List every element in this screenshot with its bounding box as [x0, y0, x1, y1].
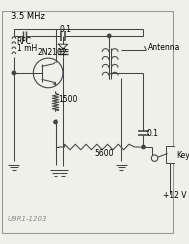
Text: +12 V: +12 V [163, 191, 186, 200]
Text: 0.1: 0.1 [146, 129, 158, 138]
Circle shape [142, 145, 145, 149]
Text: 5600: 5600 [94, 149, 113, 158]
Text: 3.5 MHz: 3.5 MHz [11, 12, 45, 21]
Circle shape [108, 34, 111, 38]
Text: RFC: RFC [17, 37, 32, 46]
Circle shape [151, 155, 158, 161]
Circle shape [54, 120, 57, 124]
Text: Antenna: Antenna [148, 43, 180, 52]
Text: U9R1-1203: U9R1-1203 [7, 216, 47, 222]
Text: Key: Key [176, 151, 189, 160]
Bar [166, 146, 175, 163]
Text: 2N2102: 2N2102 [37, 48, 67, 57]
Text: 1500: 1500 [58, 95, 78, 104]
Circle shape [33, 58, 63, 88]
Circle shape [12, 71, 15, 75]
Text: 1 mH: 1 mH [17, 44, 37, 53]
Text: 0.1: 0.1 [59, 25, 71, 34]
